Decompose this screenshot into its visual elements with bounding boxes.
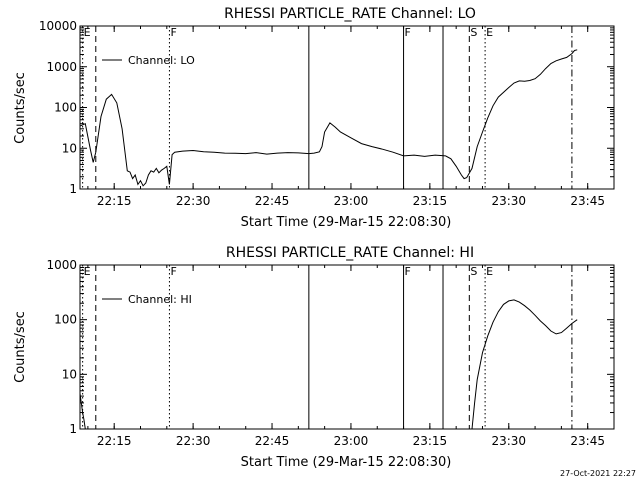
- x-tick-label: 23:15: [413, 194, 448, 208]
- x-axis-label: Start Time (29-Mar-15 22:08:30): [241, 215, 452, 230]
- series-line: [471, 299, 578, 430]
- y-tick-label: 10000: [39, 19, 77, 33]
- x-tick-label: 23:00: [334, 434, 369, 448]
- y-tick-label: 1000: [46, 60, 77, 74]
- y-tick-label: 1: [69, 182, 77, 196]
- y-tick-label: 1: [69, 422, 77, 436]
- marker-label: S: [470, 265, 477, 278]
- x-tick-label: 22:15: [97, 434, 132, 448]
- x-tick-label: 23:45: [570, 434, 605, 448]
- y-tick-label: 10: [62, 367, 77, 381]
- y-tick-label: 100: [54, 313, 77, 327]
- plot-frame: [79, 25, 615, 190]
- y-tick-label: 10: [62, 141, 77, 155]
- x-tick-label: 23:45: [570, 194, 605, 208]
- y-tick-label: 1000: [46, 258, 77, 272]
- series-lines: [79, 299, 578, 430]
- legend-label: Channel: HI: [128, 293, 192, 306]
- marker-label: E: [84, 265, 91, 278]
- marker-label: F: [170, 265, 176, 278]
- x-axis-label: Start Time (29-Mar-15 22:08:30): [241, 455, 452, 470]
- x-tick-label: 22:30: [176, 194, 211, 208]
- marker-label: E: [486, 26, 493, 39]
- marker-label: F: [405, 26, 411, 39]
- x-tick-label: 22:15: [97, 194, 132, 208]
- y-axis-label: Counts/sec: [13, 311, 28, 383]
- x-axis-ticks: 22:15 22:30 22:45 23:00 23:15 23:30 23:45: [87, 26, 615, 208]
- x-tick-label: 22:30: [176, 434, 211, 448]
- series-line: [79, 49, 578, 187]
- marker-label: E: [84, 26, 91, 39]
- series-lines: [79, 49, 578, 187]
- x-tick-label: 23:15: [413, 434, 448, 448]
- y-axis-ticks: 1 10 100 1000 10000: [39, 19, 614, 196]
- chart-title: RHESSI PARTICLE_RATE Channel: LO: [224, 6, 476, 22]
- marker-label: E: [486, 265, 493, 278]
- x-tick-label: 22:45: [255, 194, 290, 208]
- y-axis-ticks: 1 10 100 1000: [46, 258, 614, 436]
- footer-timestamp: 27-Oct-2021 22:27: [560, 469, 636, 478]
- y-tick-label: 100: [54, 101, 77, 115]
- x-tick-label: 22:45: [255, 434, 290, 448]
- chart-title: RHESSI PARTICLE_RATE Channel: HI: [226, 245, 474, 261]
- marker-label: S: [470, 26, 477, 39]
- y-axis-label: Counts/sec: [13, 72, 28, 144]
- legend-label: Channel: LO: [128, 54, 195, 67]
- marker-label: F: [405, 265, 411, 278]
- x-tick-label: 23:30: [491, 434, 526, 448]
- plot-frame: [79, 264, 615, 430]
- chart-legend: Channel: LO: [102, 54, 195, 67]
- x-tick-label: 23:00: [334, 194, 369, 208]
- marker-label: F: [170, 26, 176, 39]
- x-tick-label: 23:30: [491, 194, 526, 208]
- series-line: [79, 393, 86, 430]
- chart-legend: Channel: HI: [102, 293, 192, 306]
- x-axis-ticks: 22:15 22:30 22:45 23:00 23:15 23:30 23:45: [87, 265, 615, 448]
